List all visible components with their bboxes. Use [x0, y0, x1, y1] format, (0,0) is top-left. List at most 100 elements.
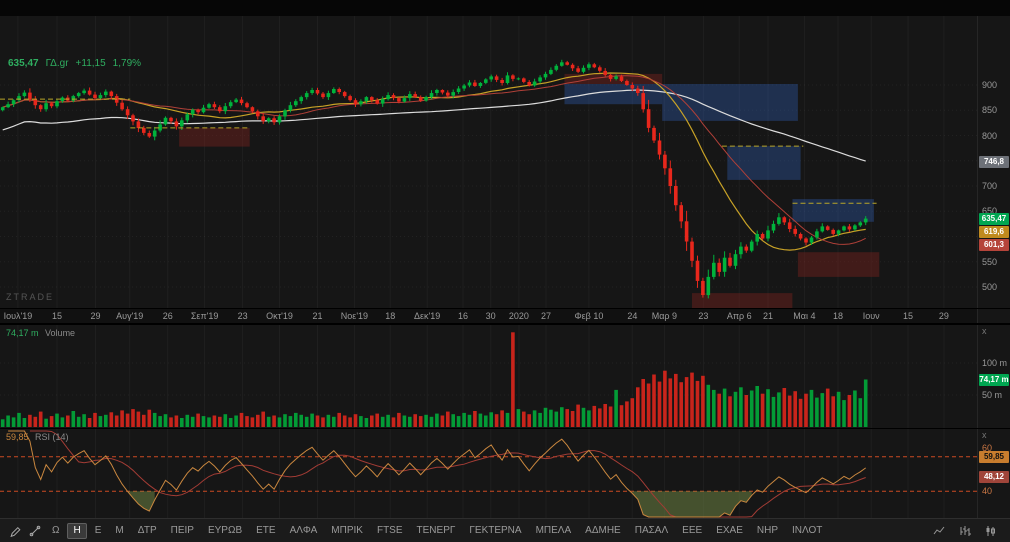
time-axis-label: Απρ 6	[726, 311, 752, 321]
time-axis-label: 2020	[508, 311, 529, 321]
rsi-badge: 59,85	[979, 451, 1009, 464]
time-axis-label: Ιουν	[862, 311, 880, 321]
axis-tick: 40	[982, 486, 993, 497]
ticker-button-ΙΝΛΟΤ[interactable]: ΙΝΛΟΤ	[786, 523, 828, 539]
time-axis-label: 27	[541, 311, 552, 321]
toolbar-left: Ω Η Ε Μ ΔΤΡ ΠΕΙΡ ΕΥΡΩΒ ΕΤΕ ΑΛΦΑ ΜΠΡΙΚ FTSE ΤΕΝΕΡΓ ΓΕ…	[46, 522, 828, 539]
main-chart-row: 635,47 ΓΔ.gr +11,15 1,79% ZTRADE 900 850 8…	[0, 16, 1010, 308]
price-badge: 635,47	[979, 212, 1009, 225]
time-axis-labels[interactable]: Ιουλ'19 15 29 Αυγ'19 26 Σεπ'19 23 Οκτ'19 21 Νοε'1…	[0, 309, 977, 323]
timeframe-button-Μ[interactable]: Μ	[109, 523, 129, 539]
time-axis-row: Ιουλ'19 15 29 Αυγ'19 26 Σεπ'19 23 Οκτ'19 21 Νοε'1…	[0, 308, 1010, 324]
time-axis-label: 29	[90, 311, 101, 321]
volume-value: 74,17 m	[6, 328, 39, 338]
time-axis-label: Μαι 4	[793, 311, 816, 321]
time-axis-label: Μαρ 9	[651, 311, 678, 321]
volume-label: 74,17 m Volume	[6, 328, 75, 338]
ticker-button-ΠΕΙΡ[interactable]: ΠΕΙΡ	[165, 523, 200, 539]
ticker-button-ΕΤΕ[interactable]: ΕΤΕ	[250, 523, 281, 539]
ticker-button-ΕΥΡΩΒ[interactable]: ΕΥΡΩΒ	[202, 523, 248, 539]
price-badge: 601,3	[979, 238, 1009, 251]
toolbar-right	[930, 523, 1004, 539]
timeframe-button-Ε[interactable]: Ε	[89, 523, 108, 539]
time-axis-label: Φεβ 10	[574, 311, 604, 321]
rsi-badge: 48,12	[979, 471, 1009, 484]
axis-tick: 100 m	[982, 358, 1008, 368]
time-axis-label: Ιουλ'19	[3, 311, 33, 321]
axis-tick: 850	[982, 105, 998, 116]
close-rsi-panel-button[interactable]: x	[982, 430, 987, 440]
timeframe-button-Ω[interactable]: Ω	[46, 523, 65, 539]
time-axis-label: Οκτ'19	[266, 311, 293, 321]
rsi-panel-row: 59,85 RSI (14) x 60 40 59,85 48,12	[0, 428, 1010, 518]
ticker-button-ΔΤΡ[interactable]: ΔΤΡ	[132, 523, 163, 539]
candle-chart-icon[interactable]	[982, 523, 1000, 539]
trendline-icon[interactable]	[26, 523, 44, 539]
ticker-button-ΕΕΕ[interactable]: ΕΕΕ	[676, 523, 708, 539]
price-change: +11,15	[75, 58, 106, 69]
time-axis-label: 21	[312, 311, 323, 321]
close-volume-panel-button[interactable]: x	[982, 326, 987, 336]
last-price: 635,47	[8, 58, 39, 69]
volume-chart-svg[interactable]	[0, 325, 977, 428]
ticker-button-ΑΛΦΑ[interactable]: ΑΛΦΑ	[284, 523, 324, 539]
time-axis-label: 18	[833, 311, 844, 321]
ticker-button-ΝΗΡ[interactable]: ΝΗΡ	[751, 523, 784, 539]
ticker-button-FTSE[interactable]: FTSE	[371, 523, 409, 539]
time-axis-label: 26	[162, 311, 173, 321]
ticker-button-ΑΔΜΗΕ[interactable]: ΑΔΜΗΕ	[579, 523, 627, 539]
time-axis-label: 18	[385, 311, 396, 321]
price-change-pct: 1,79%	[112, 58, 142, 69]
rsi-chart-svg[interactable]	[0, 429, 977, 518]
time-axis-label: 30	[485, 311, 496, 321]
ticker-button-ΤΕΝΕΡΓ[interactable]: ΤΕΝΕΡΓ	[411, 523, 462, 539]
axis-tick: 500	[982, 282, 998, 292]
ticker-button-ΜΠΕΛΑ[interactable]: ΜΠΕΛΑ	[530, 523, 578, 539]
time-axis-label: Αυγ'19	[116, 311, 144, 321]
time-axis-label: 15	[903, 311, 914, 321]
rsi-label: 59,85 RSI (14)	[6, 432, 69, 442]
time-axis-label: 15	[51, 311, 62, 321]
rsi-value: 59,85	[6, 432, 29, 442]
ticker-button-ΠΑΣΑΛ[interactable]: ΠΑΣΑΛ	[629, 523, 674, 539]
axis-tick: 650	[982, 206, 998, 217]
symbol-name: ΓΔ.gr	[45, 58, 69, 69]
timeframe-button-Η[interactable]: Η	[67, 522, 87, 539]
ticker-button-ΜΠΡΙΚ[interactable]: ΜΠΡΙΚ	[325, 523, 369, 539]
bar-chart-icon[interactable]	[956, 523, 974, 539]
price-chart-svg[interactable]	[0, 16, 977, 308]
volume-panel[interactable]: 74,17 m Volume	[0, 325, 977, 428]
ticker-button-ΓΕΚΤΕΡΝΑ[interactable]: ΓΕΚΤΕΡΝΑ	[463, 523, 527, 539]
price-badge: 746,8	[979, 156, 1009, 169]
main-chart-panel[interactable]: 635,47 ΓΔ.gr +11,15 1,79% ZTRADE	[0, 16, 977, 308]
time-axis-label: Δεκ'19	[414, 311, 441, 321]
axis-tick: 50 m	[982, 390, 1003, 400]
volume-panel-row: 74,17 m Volume x 100 m 50 m 74,17 m	[0, 324, 1010, 428]
axis-tick: 800	[982, 130, 998, 141]
time-axis-label: Νοε'19	[340, 311, 369, 321]
axis-tick: 900	[982, 80, 998, 90]
rsi-panel[interactable]: 59,85 RSI (14)	[0, 429, 977, 518]
time-axis-label: 23	[237, 311, 248, 321]
volume-axis[interactable]: x 100 m 50 m 74,17 m	[977, 325, 1010, 428]
bottom-toolbar: Ω Η Ε Μ ΔΤΡ ΠΕΙΡ ΕΥΡΩΒ ΕΤΕ ΑΛΦΑ ΜΠΡΙΚ FTSE ΤΕΝΕΡΓ ΓΕ…	[0, 518, 1010, 542]
time-axis-label: 29	[938, 311, 949, 321]
axis-tick: 550	[982, 256, 998, 267]
volume-badge: 74,17 m	[979, 373, 1009, 386]
line-chart-icon[interactable]	[930, 523, 948, 539]
volume-name: Volume	[45, 328, 76, 338]
time-axis-label: 24	[627, 311, 638, 321]
time-axis-corner	[977, 309, 1010, 323]
top-strip	[0, 0, 1010, 16]
symbol-header: 635,47 ΓΔ.gr +11,15 1,79%	[8, 58, 141, 69]
ticker-button-ΕΧΑΕ[interactable]: ΕΧΑΕ	[710, 523, 749, 539]
rsi-name: RSI (14)	[35, 432, 69, 442]
axis-tick: 700	[982, 181, 998, 191]
main-price-axis[interactable]: 900850800750700650550500746,8635,47619,6…	[977, 16, 1010, 308]
rsi-axis[interactable]: x 60 40 59,85 48,12	[977, 429, 1010, 518]
time-axis-label: 21	[763, 311, 774, 321]
app-watermark: ZTRADE	[6, 292, 54, 302]
time-axis-label: 23	[698, 311, 709, 321]
pencil-icon[interactable]	[6, 523, 24, 539]
